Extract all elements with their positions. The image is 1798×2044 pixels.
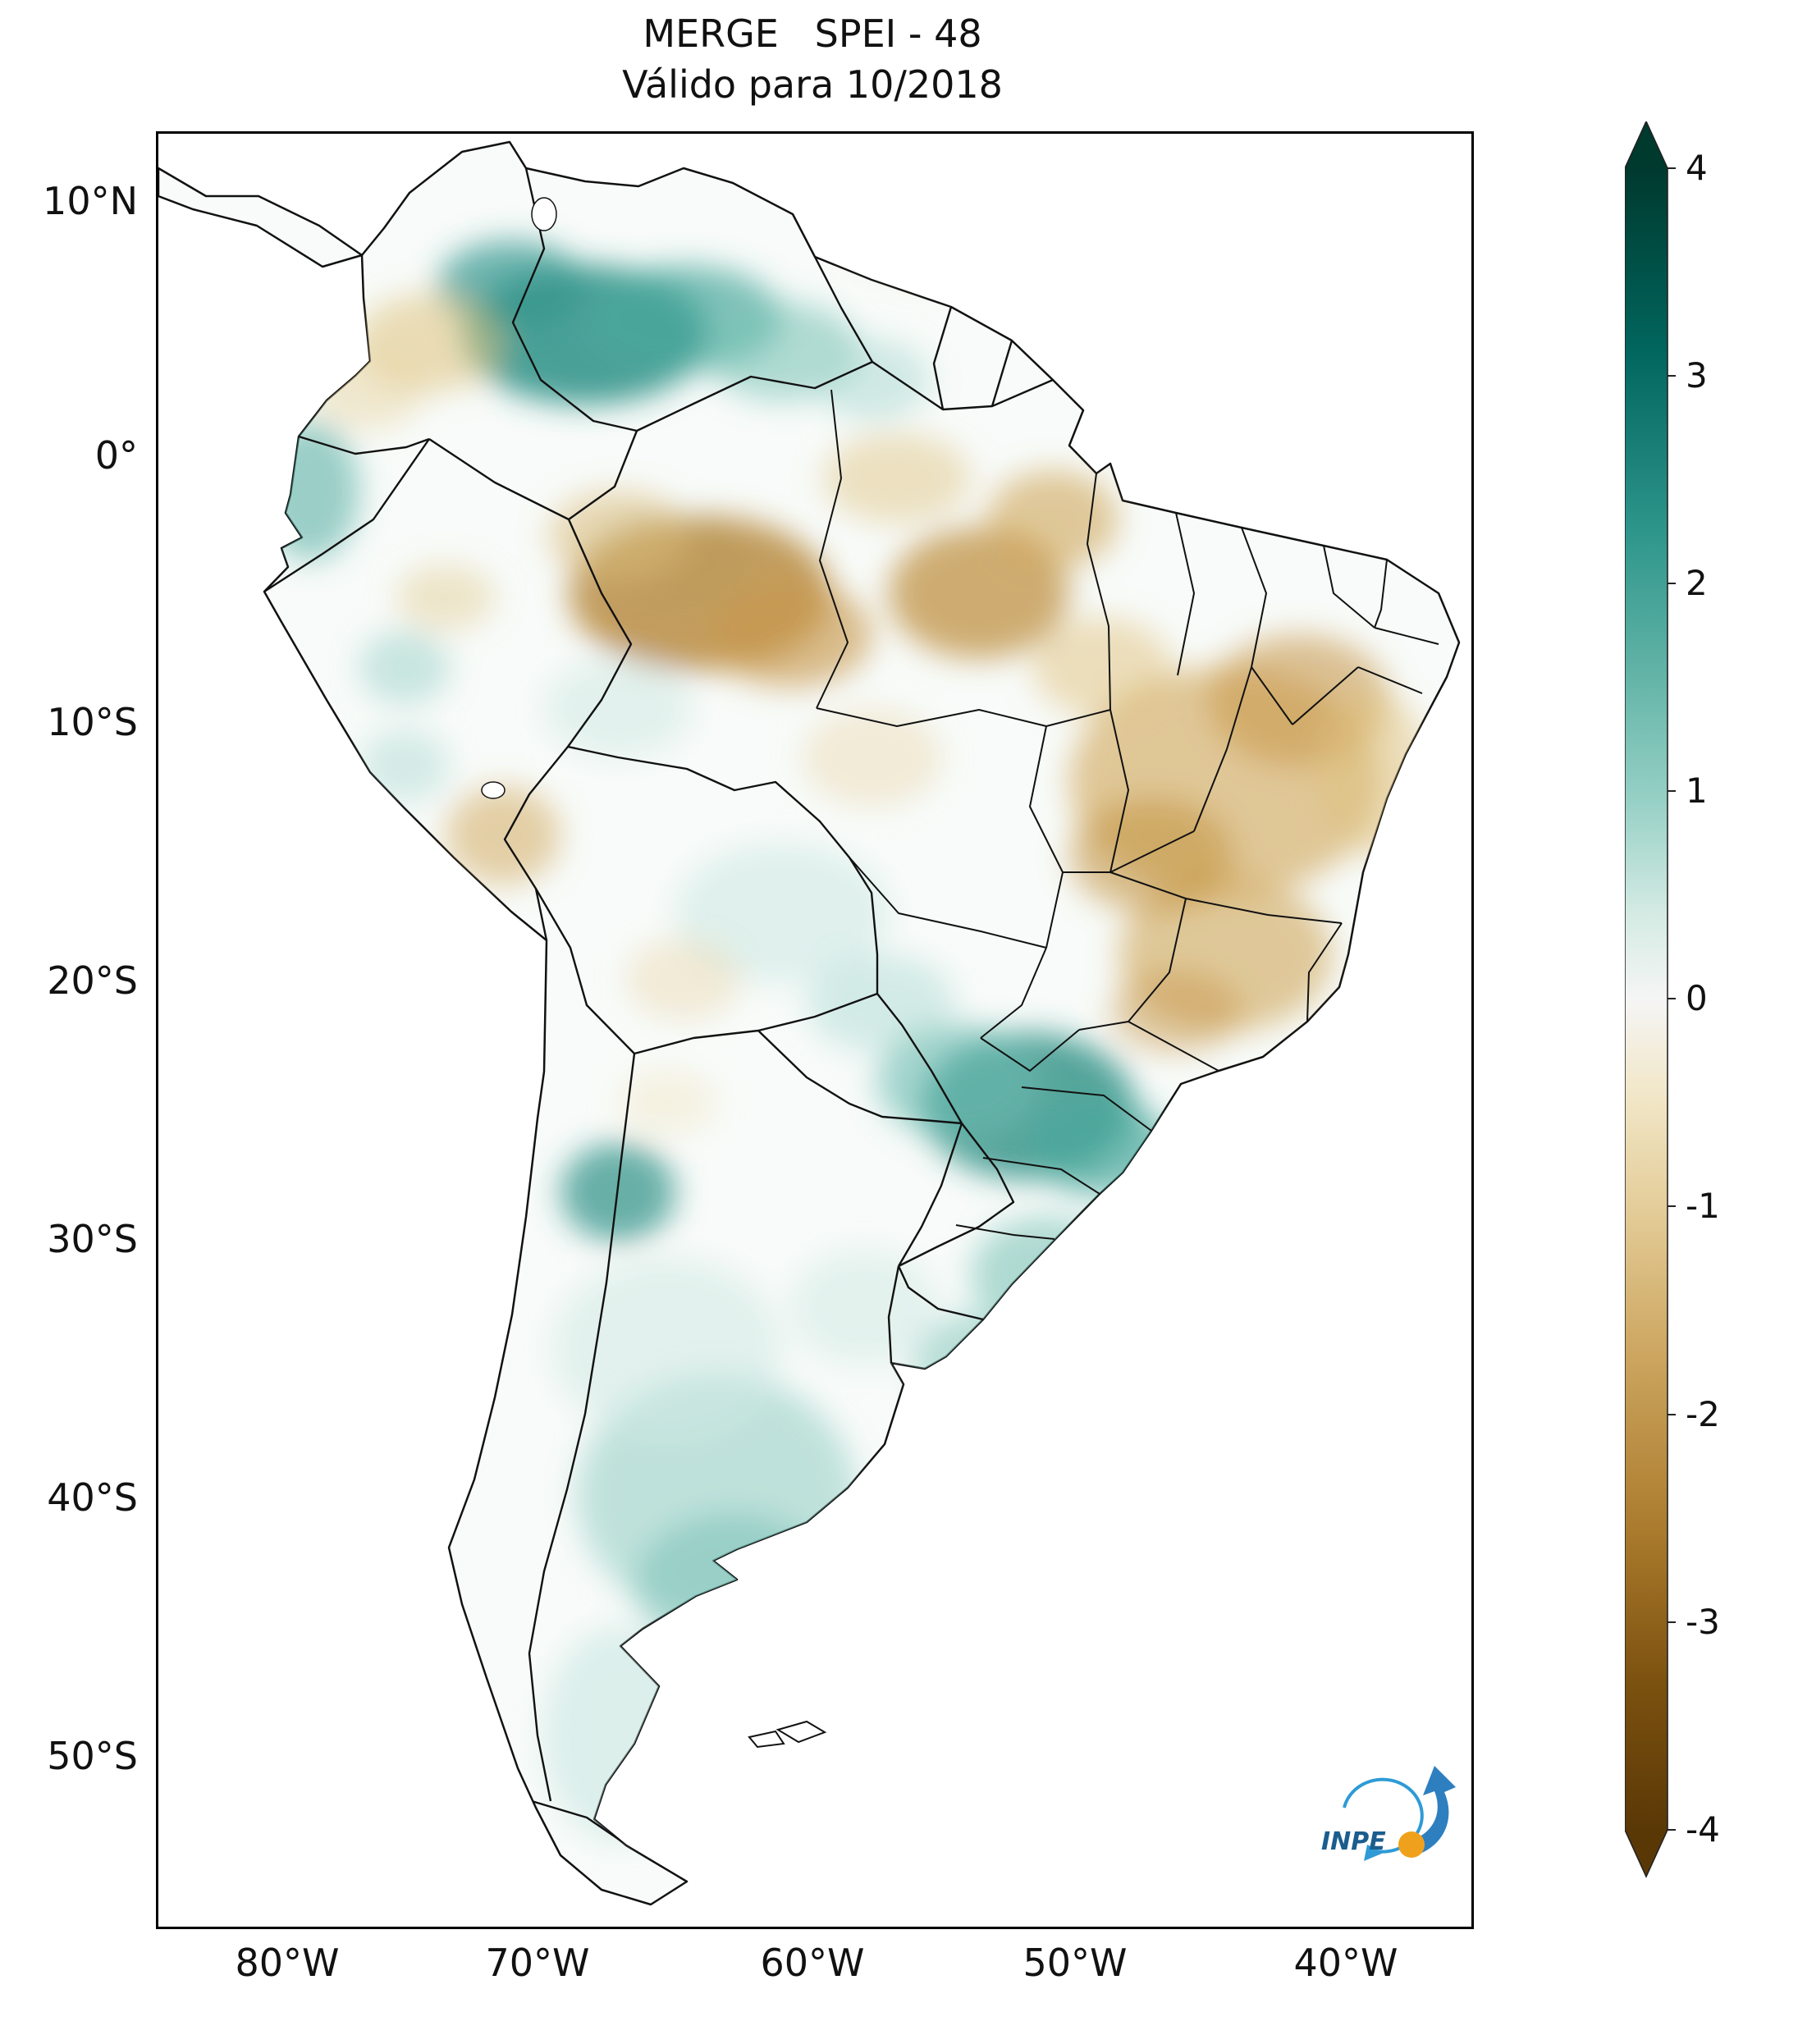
cbar-tick-2: 2 [1686, 563, 1708, 603]
cbar-tick-0: 0 [1686, 978, 1708, 1018]
inpe-logo: INPE [1321, 1766, 1456, 1861]
inpe-arrow-icon [1413, 1766, 1456, 1854]
map-plot-area: INPE [156, 131, 1474, 1929]
colorbar [1625, 121, 1676, 1878]
cbar-tick-m4: -4 [1686, 1809, 1720, 1850]
cbar-tick-3: 3 [1686, 355, 1708, 396]
colorbar-extend-top [1625, 121, 1668, 168]
x-tick-60w: 60°W [760, 1941, 865, 1985]
x-tick-40w: 40°W [1293, 1941, 1398, 1985]
inpe-swirl-arrowhead-icon [1364, 1845, 1384, 1861]
country-borders [263, 167, 1054, 1843]
y-tick-20s: 20°S [47, 958, 138, 1003]
x-tick-80w: 80°W [235, 1941, 340, 1985]
x-tick-70w: 70°W [485, 1941, 590, 1985]
y-tick-50s: 50°S [47, 1734, 138, 1778]
colorbar-extend-bottom [1625, 1830, 1668, 1877]
lake-maracaibo [531, 197, 557, 231]
state-borders [816, 389, 1439, 1240]
colorbar-tickmarks [1668, 167, 1676, 1831]
cbar-tick-m1: -1 [1686, 1186, 1720, 1226]
central-america-sliver [158, 167, 364, 268]
y-tick-10n: 10°N [43, 179, 138, 223]
chart-subtitle: Válido para 10/2018 [622, 62, 1003, 107]
inpe-orange-dot-icon [1398, 1831, 1425, 1858]
cbar-tick-m3: -3 [1686, 1602, 1720, 1642]
south-america-map: INPE [158, 140, 1461, 1906]
title-block: MERGE SPEI - 48 Válido para 10/2018 [156, 8, 1469, 110]
y-tick-40s: 40°S [47, 1475, 138, 1520]
cbar-tick-1: 1 [1686, 771, 1708, 811]
cbar-tick-m2: -2 [1686, 1394, 1720, 1434]
x-tick-50w: 50°W [1023, 1941, 1128, 1985]
falkland-islands [748, 1720, 827, 1749]
y-tick-30s: 30°S [47, 1217, 138, 1261]
lake-titicaca [481, 781, 506, 799]
y-tick-10s: 10°S [47, 700, 138, 744]
chart-title: MERGE SPEI - 48 [643, 11, 982, 56]
colorbar-gradient [1625, 168, 1668, 1830]
inpe-logo-text: INPE [1321, 1827, 1386, 1856]
cbar-tick-4: 4 [1686, 148, 1708, 188]
y-tick-0: 0° [94, 433, 138, 478]
